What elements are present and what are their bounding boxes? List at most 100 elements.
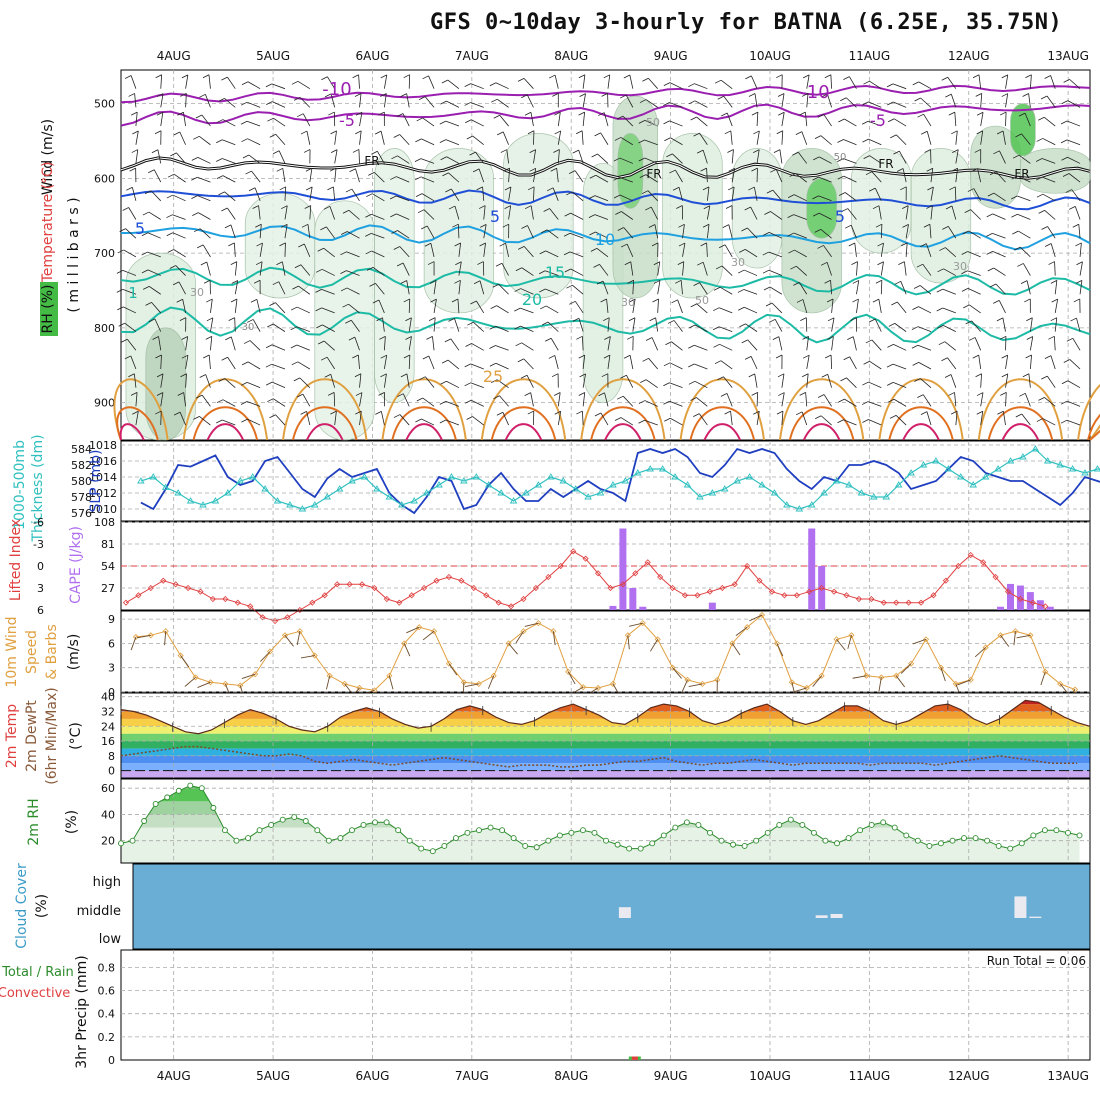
pressure-tick-label: 800 [94,322,115,335]
wind-barb [377,151,385,164]
wind-barb-flag [472,168,480,173]
wind-speed-marker [684,676,691,683]
wind-barb-flag [765,302,773,307]
wind-barb-flag [152,336,159,340]
wind-barb-flag [132,130,139,135]
wind-barb-flag [515,342,522,347]
wind-barb-flag [305,186,313,191]
wind-barb-flag [613,194,621,199]
wind-barb [919,285,932,295]
isotherm-label: 5 [835,207,845,226]
wind-barb [408,298,411,313]
thickness-marker [621,477,630,484]
wind-barb [396,213,410,220]
rh-shading [617,133,644,209]
wind-barb-flag [199,93,206,98]
wind-barb-10m [422,630,435,641]
date-top-label: 10AUG [749,49,791,63]
rh-marker [349,827,355,834]
wind-speed-marker [908,660,915,667]
wind-barb [893,118,907,127]
wind-barb-flag [762,232,770,236]
wind-barb-flag [838,118,845,123]
wind-barb-10m [749,614,763,622]
wind-barb [1076,317,1081,332]
wind-barb-flag [241,138,248,143]
wind-axis-label: Wind (m/s) [40,119,56,195]
wind-barb-flag [372,299,380,304]
wind-barb [533,149,537,164]
wind-barb [458,242,462,257]
wind-barb [779,149,783,164]
wind-barb-flag [888,323,895,327]
thickness-marker [174,489,182,496]
wind-barb-flag [799,111,806,116]
wind-barb [849,76,857,89]
wind-barb [298,285,311,295]
wind-barb [179,412,186,426]
lifted-index-marker [309,599,316,606]
wind-barb [756,112,759,127]
wind-barb [578,318,584,332]
wind-barb-flag [476,186,483,191]
wind-barb [694,344,708,351]
wind-barb [346,251,360,258]
wind-barb-flag [391,230,398,234]
wind-barb-flag [354,373,362,378]
rh-marker [175,787,182,794]
wind-barb-flag [713,307,720,312]
isotherm-25 [113,378,169,441]
wind-barb [1002,411,1006,426]
wind-barb-flag [524,392,531,396]
wind-barb [210,298,213,313]
rh-marker [245,835,251,842]
wind-barb [967,270,981,276]
wind-barb-flag [514,325,521,330]
lifted-index-marker [296,606,303,614]
wind-barb-flag [901,205,909,210]
wind-barb-flag [720,393,728,397]
wind-barb-flag [291,361,298,366]
wind-barb-flag [872,205,880,210]
wind-barb-flag [865,339,873,344]
wind-barb [251,170,261,183]
slp-thickness-panel: 101010121014101610185765785805825841000-… [12,434,1100,543]
wind-barb-flag [454,279,461,284]
wind-barb-flag [315,268,323,273]
thickness-marker [373,485,381,492]
rh-marker [545,837,552,844]
wind-barb [804,112,808,127]
wind-barb [781,112,785,127]
wind-barb-flag [265,381,273,386]
lifted-index-marker [632,570,639,577]
thickness-marker [870,493,878,500]
wind-barb-flag [1017,263,1024,267]
wind-barb [768,269,783,276]
wind-barb [607,355,611,370]
wind-barb-flag [267,117,274,122]
thickness-marker [522,489,530,496]
thickness-marker [646,465,655,472]
rh-marker [395,827,402,834]
cape-bar [808,528,816,610]
wind-barb [172,214,186,220]
wind-barb-flag [467,321,474,326]
wind-barb [1054,299,1059,313]
wind-speed-marker [445,660,453,667]
wind-barb-flag [121,338,128,343]
rh-marker [198,785,205,792]
wind-barb [669,362,683,370]
wind-barb-flag [824,74,832,79]
cloud-level-high: high [93,875,121,890]
wind-barb-flag [469,151,476,156]
wind-barb-flag [604,336,611,340]
wind-barb [446,100,460,108]
wind-barb-flag [652,298,659,303]
rh-marker [810,829,817,836]
isotherm-30 [1087,413,1100,441]
wind-barb [408,354,411,370]
lifted-index-marker [557,562,564,570]
wind-barb-flag [566,191,573,196]
wind-barb [572,191,584,202]
